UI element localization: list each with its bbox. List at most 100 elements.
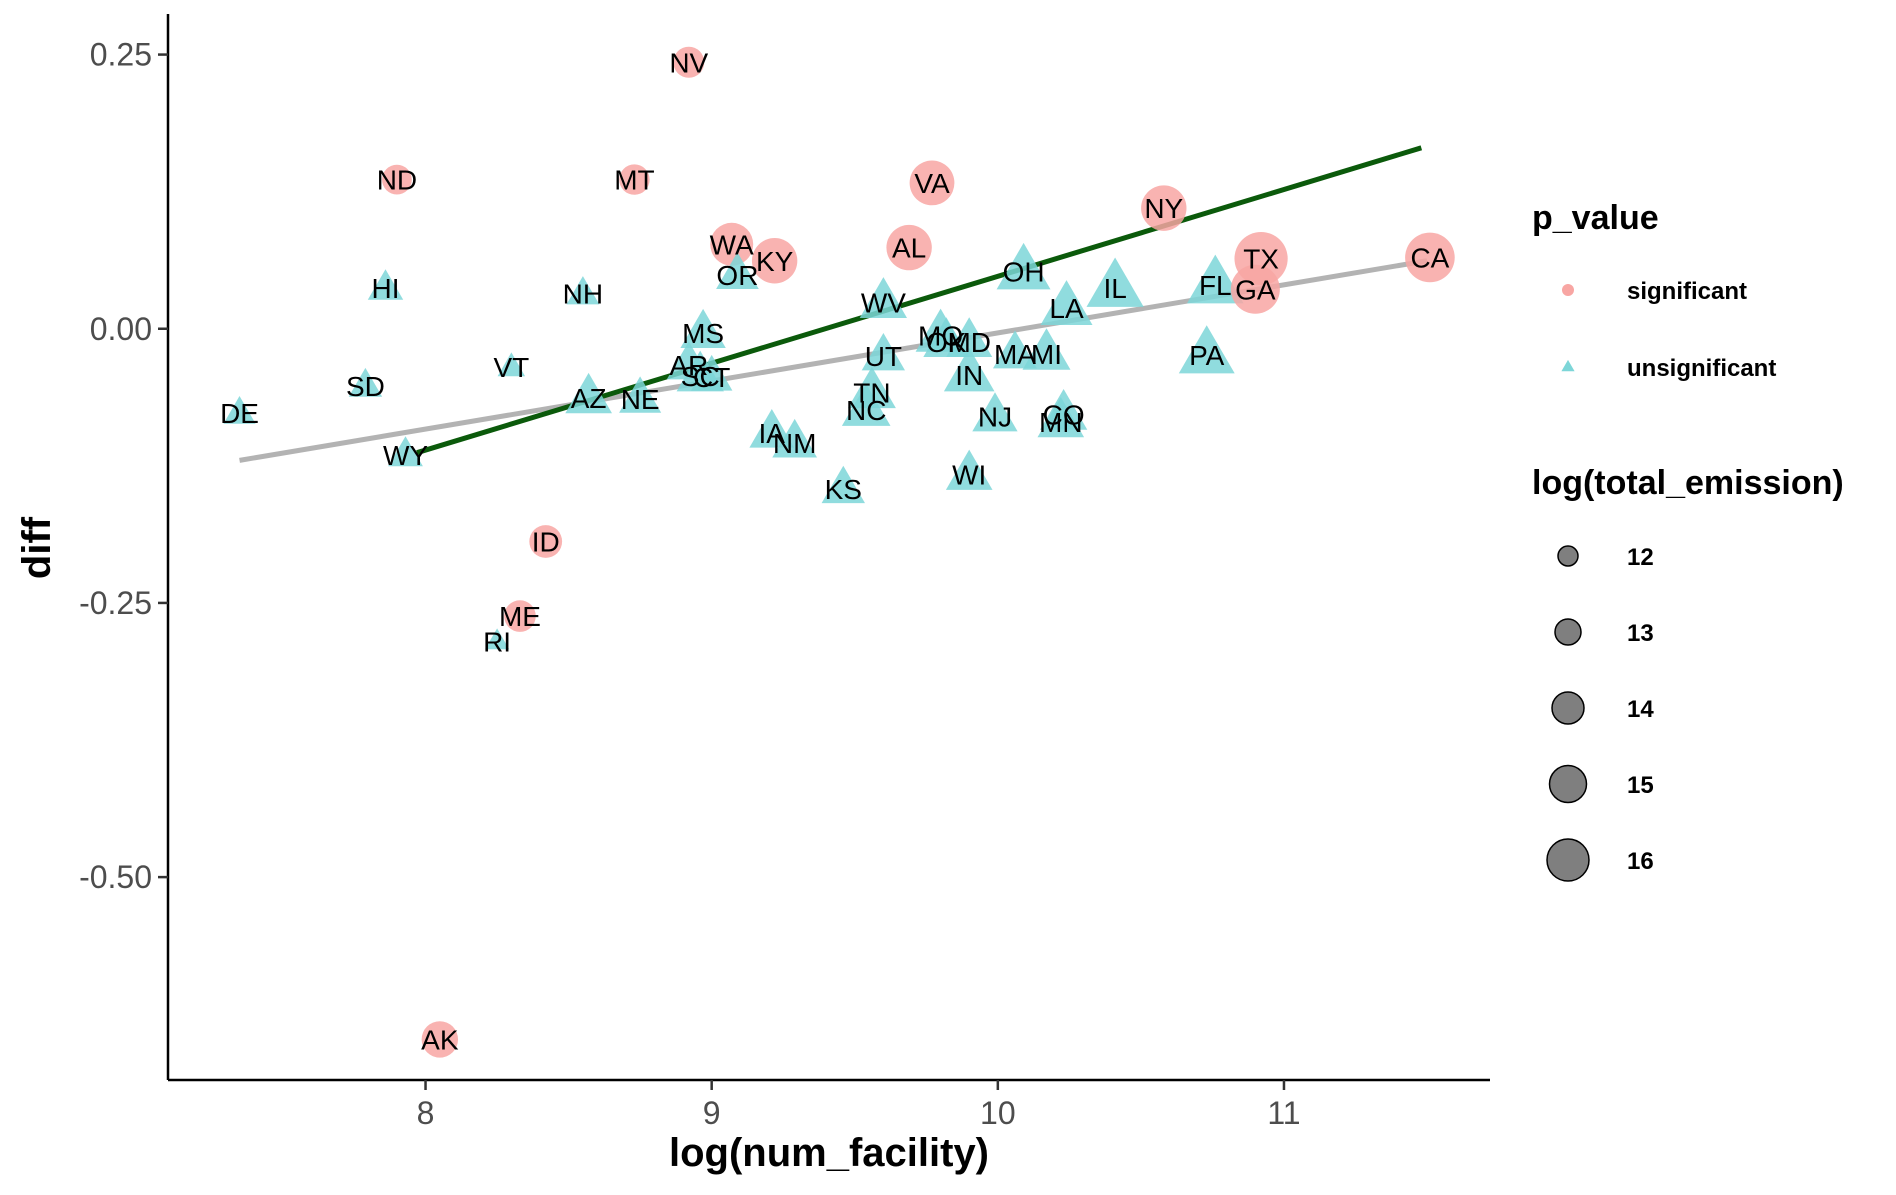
data-point-nm bbox=[772, 418, 817, 458]
data-point-al bbox=[886, 224, 932, 271]
data-point-ak bbox=[421, 1021, 459, 1058]
legend-size-label-12: 12 bbox=[1627, 544, 1654, 571]
point-label-nh: NH bbox=[563, 279, 603, 310]
point-labels: NV ND MT VA NY WA AL KY TX CA GA ID ME AK HI NH OR OH IL FL… bbox=[220, 47, 1450, 1055]
point-label-ok: OK bbox=[926, 327, 967, 358]
data-point-sd bbox=[348, 367, 383, 397]
point-label-pa: PA bbox=[1189, 340, 1225, 371]
data-point-mt bbox=[619, 164, 650, 195]
data-point-wy bbox=[388, 436, 423, 467]
point-label-mo: MO bbox=[918, 320, 963, 351]
data-point-ms bbox=[680, 308, 726, 348]
point-label-la: LA bbox=[1049, 293, 1084, 324]
point-label-sc: SC bbox=[681, 361, 720, 392]
point-label-mn: MN bbox=[1039, 407, 1083, 438]
data-point-or bbox=[716, 252, 759, 289]
point-label-ky: KY bbox=[756, 246, 794, 277]
data-point-la bbox=[1040, 280, 1093, 325]
data-point-ks bbox=[821, 465, 865, 504]
x-tick-label: 11 bbox=[1267, 1095, 1300, 1131]
data-point-ri bbox=[485, 628, 510, 650]
point-label-in: IN bbox=[955, 360, 983, 391]
data-point-va bbox=[909, 160, 955, 206]
legend-size-key-13 bbox=[1554, 618, 1582, 646]
y-axis-title: diff bbox=[15, 516, 59, 579]
data-point-md bbox=[946, 317, 993, 357]
data-point-il bbox=[1086, 257, 1144, 307]
data-point-ct bbox=[691, 354, 733, 391]
data-point-az bbox=[565, 372, 612, 414]
data-point-wi bbox=[945, 449, 993, 490]
y-tick-label: -0.25 bbox=[79, 585, 152, 621]
point-label-wa: WA bbox=[710, 229, 754, 260]
point-label-nc: NC bbox=[846, 395, 886, 426]
data-point-nv bbox=[673, 46, 705, 78]
legend-size-title: log(total_emission) bbox=[1532, 464, 1844, 502]
data-points bbox=[223, 46, 1455, 1058]
point-label-mi: MI bbox=[1031, 339, 1062, 370]
point-label-id: ID bbox=[532, 527, 560, 558]
x-tick-label: 10 bbox=[980, 1095, 1016, 1131]
data-point-nd bbox=[382, 164, 412, 195]
point-label-ct: CT bbox=[693, 362, 730, 393]
legend-size-label-16: 16 bbox=[1627, 848, 1654, 875]
data-point-ar bbox=[666, 341, 711, 380]
point-label-de: DE bbox=[220, 398, 259, 429]
point-label-me: ME bbox=[499, 601, 541, 632]
point-label-ut: UT bbox=[865, 341, 902, 372]
point-label-nj: NJ bbox=[978, 401, 1012, 432]
legend-label-unsignificant: unsignificant bbox=[1627, 355, 1776, 382]
point-label-nd: ND bbox=[377, 165, 417, 196]
point-label-vt: VT bbox=[493, 352, 529, 383]
data-point-ky bbox=[751, 238, 798, 284]
point-label-ma: MA bbox=[994, 339, 1036, 370]
data-point-oh bbox=[996, 242, 1051, 290]
x-tick-label: 9 bbox=[703, 1095, 721, 1131]
point-label-fl: FL bbox=[1199, 270, 1232, 301]
data-point-id bbox=[529, 525, 563, 558]
legend-key-significant bbox=[1562, 284, 1574, 296]
legend-label-significant: significant bbox=[1627, 278, 1747, 305]
data-point-ny bbox=[1141, 185, 1187, 231]
data-point-hi bbox=[367, 269, 404, 300]
point-label-ak: AK bbox=[421, 1024, 459, 1055]
legend-size-key-15 bbox=[1548, 764, 1588, 804]
point-label-co: CO bbox=[1043, 399, 1085, 430]
axes: 8 9 10 11 0.25 0.00 -0.25 -0.50 bbox=[79, 14, 1490, 1131]
data-point-tn bbox=[847, 366, 896, 409]
point-label-ar: AR bbox=[669, 350, 708, 381]
point-label-tn: TN bbox=[853, 377, 890, 408]
data-point-ga bbox=[1230, 264, 1280, 314]
data-point-de bbox=[223, 396, 256, 424]
legend-color-title: p_value bbox=[1532, 199, 1659, 237]
point-label-wi: WI bbox=[952, 460, 986, 491]
data-point-fl bbox=[1187, 254, 1244, 304]
legend-size-key-14 bbox=[1551, 691, 1585, 725]
point-label-ny: NY bbox=[1144, 193, 1183, 224]
legend-size-label-13: 13 bbox=[1627, 620, 1654, 647]
point-label-il: IL bbox=[1103, 273, 1126, 304]
point-label-ga: GA bbox=[1235, 274, 1276, 305]
point-label-nv: NV bbox=[669, 47, 708, 78]
legend-size-key-16 bbox=[1546, 838, 1590, 882]
x-tick-label: 8 bbox=[417, 1095, 435, 1131]
point-label-ia: IA bbox=[759, 418, 786, 449]
data-point-wa bbox=[710, 222, 754, 266]
data-point-ia bbox=[749, 409, 795, 448]
point-label-ne: NE bbox=[621, 384, 660, 415]
data-point-mn bbox=[1037, 397, 1085, 438]
legend: p_value log(total_emission) significant u… bbox=[1532, 199, 1844, 882]
data-point-nj bbox=[972, 392, 1018, 432]
y-tick-label: 0.00 bbox=[90, 311, 152, 347]
point-label-wv: WV bbox=[861, 287, 906, 318]
data-point-nh bbox=[566, 276, 600, 305]
data-point-wv bbox=[859, 277, 907, 318]
point-label-sd: SD bbox=[346, 371, 385, 402]
legend-size-key-12 bbox=[1557, 545, 1579, 567]
legend-size-label-14: 14 bbox=[1627, 696, 1654, 723]
point-label-va: VA bbox=[914, 168, 950, 199]
point-label-wy: WY bbox=[383, 440, 428, 471]
point-label-or: OR bbox=[716, 260, 758, 291]
point-label-ri: RI bbox=[483, 626, 511, 657]
